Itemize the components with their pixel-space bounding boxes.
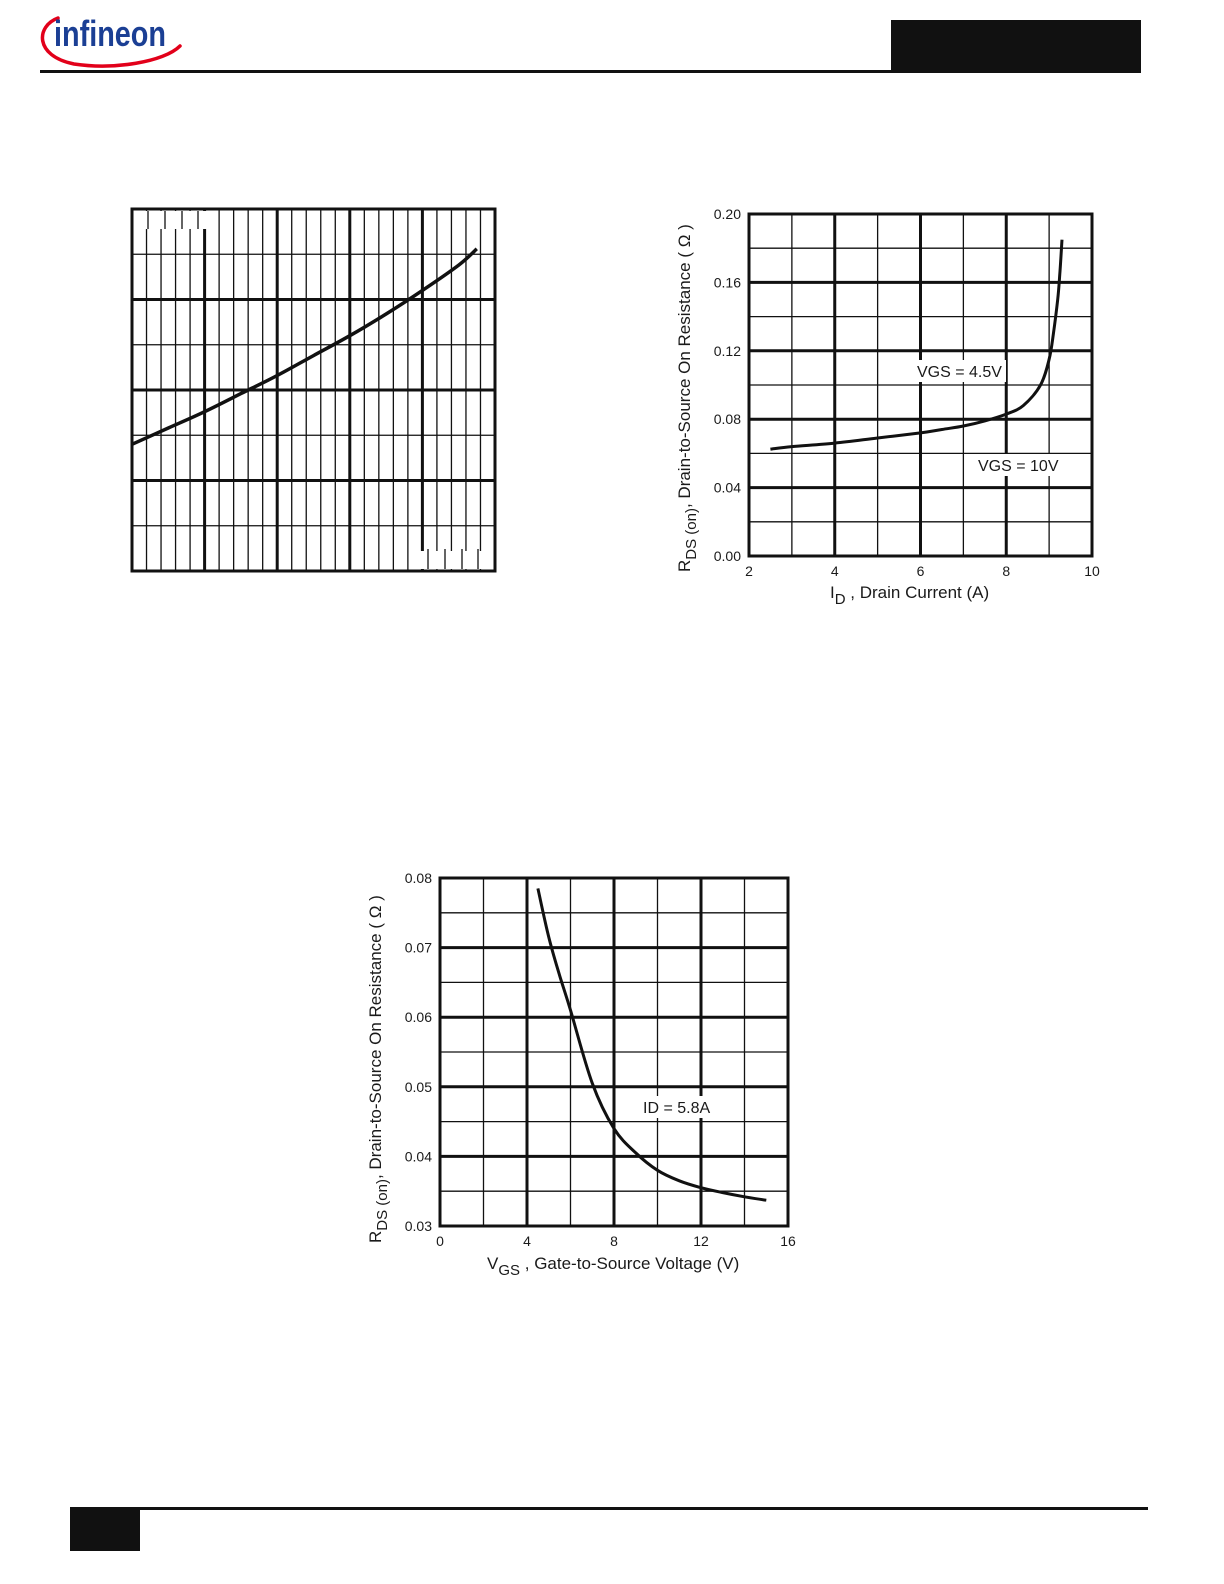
chart-1-grid [132, 209, 495, 571]
chart-3-annotation-bg [640, 1096, 716, 1118]
chart-3-series-line [536, 888, 767, 1202]
x-tick-label: 4 [831, 563, 839, 579]
chart-2-series-line [770, 239, 1064, 451]
y-tick-label: 0.08 [714, 411, 741, 427]
y-tick-label: 0.05 [405, 1079, 432, 1095]
x-tick-label: 6 [917, 563, 925, 579]
x-tick-label: 8 [1002, 563, 1010, 579]
x-tick-label: 8 [610, 1233, 618, 1249]
x-tick-label: 0 [436, 1233, 444, 1249]
y-tick-label: 0.16 [714, 274, 741, 290]
footer-black-block [70, 1507, 140, 1551]
y-tick-label: 0.00 [714, 548, 741, 564]
chart-3-annotation-id: ID = 5.8A [643, 1100, 710, 1117]
chart-3-x-ticks: 0 4 8 12 16 [436, 1233, 796, 1249]
chart-2-annotation-vgs-4.5v: VGS = 4.5V [917, 364, 1002, 381]
footer-rule [70, 1507, 1148, 1510]
chart-2-annotation-bg-1 [914, 360, 1006, 382]
x-tick-label: 2 [745, 563, 753, 579]
chart-2-annotation-bg-2 [975, 454, 1063, 476]
chart-3-y-axis-label: RDS (on), Drain-to-Source On Resistance … [366, 895, 391, 1243]
header-black-block [891, 20, 1141, 73]
chart-3-grid [440, 878, 788, 1226]
y-tick-label: 0.06 [405, 1009, 432, 1025]
chart-2-x-axis-label: ID , Drain Current (A) [830, 583, 989, 608]
chart-1-frame [130, 207, 497, 573]
x-tick-label: 16 [780, 1233, 796, 1249]
y-tick-label: 0.04 [405, 1148, 432, 1164]
chart-1-label-gap-top [134, 211, 212, 229]
chart-3-y-ticks: 0.03 0.04 0.05 0.06 0.07 0.08 [405, 870, 432, 1234]
chart-2-annotation-vgs-10v: VGS = 10V [978, 458, 1059, 475]
x-tick-label: 10 [1084, 563, 1100, 579]
y-tick-label: 0.03 [405, 1218, 432, 1234]
chart-1-label-gap-bottom [412, 551, 493, 569]
chart-2-y-ticks: 0.00 0.04 0.08 0.12 0.16 0.20 [714, 206, 741, 564]
chart-1-series-line [131, 247, 478, 446]
infineon-logo: infineon [34, 4, 184, 72]
logo-text: infineon [54, 13, 166, 54]
header-rule [40, 70, 892, 73]
chart-2-frame [747, 212, 1094, 558]
y-tick-label: 0.08 [405, 870, 432, 886]
x-tick-label: 4 [523, 1233, 531, 1249]
logo-swoosh [40, 16, 182, 68]
chart-2-grid [749, 214, 1092, 556]
y-tick-label: 0.04 [714, 480, 741, 496]
chart-3-frame [438, 876, 790, 1228]
chart-2-y-axis-label: RDS (on), Drain-to-Source On Resistance … [675, 224, 700, 572]
y-tick-label: 0.20 [714, 206, 741, 222]
x-tick-label: 12 [693, 1233, 709, 1249]
chart-2-x-ticks: 2 4 6 8 10 [745, 563, 1100, 579]
chart-3-x-axis-label: VGS , Gate-to-Source Voltage (V) [487, 1254, 739, 1279]
y-tick-label: 0.07 [405, 940, 432, 956]
y-tick-label: 0.12 [714, 343, 741, 359]
